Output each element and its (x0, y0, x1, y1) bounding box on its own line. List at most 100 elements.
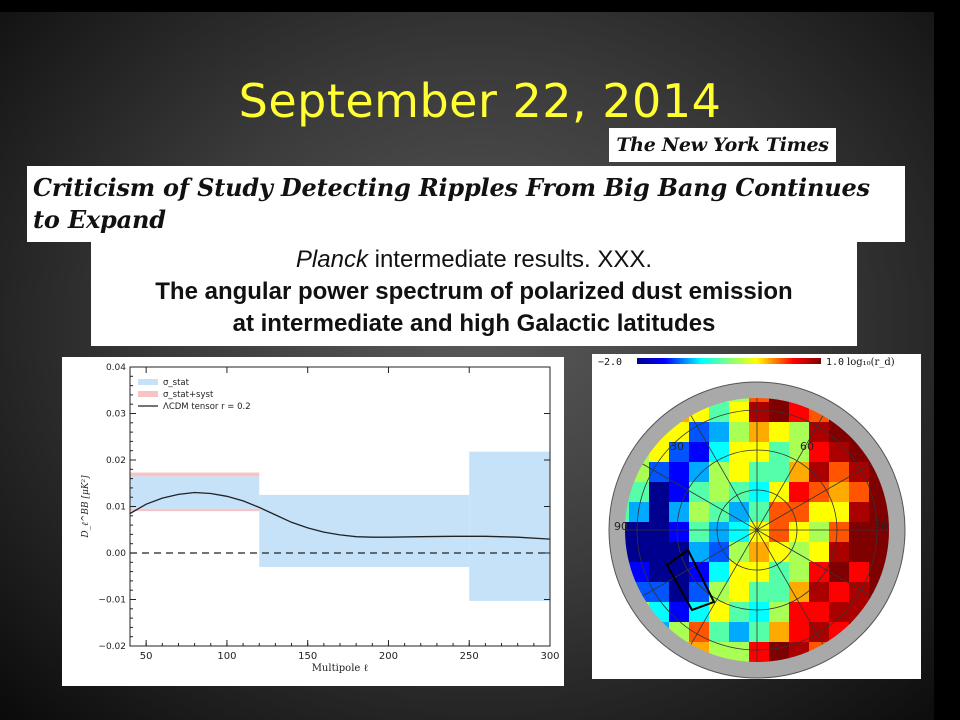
map-pixel (829, 442, 849, 462)
map-pixel (849, 542, 869, 562)
map-pixel (649, 398, 669, 402)
map-pixel (789, 562, 809, 582)
map-pixel (769, 522, 789, 542)
map-pixel (789, 582, 809, 602)
map-pixel (629, 522, 649, 542)
map-pixel (749, 398, 769, 402)
map-pixel (889, 602, 909, 622)
map-pixel (829, 602, 849, 622)
paper-line-3: at intermediate and high Galactic latitu… (232, 310, 716, 337)
map-pixel (829, 398, 849, 402)
map-pixel (889, 622, 909, 642)
map-pixel (849, 502, 869, 522)
map-pixel (689, 602, 709, 622)
map-pixel (689, 442, 709, 462)
colorbar-max: 1.0 (826, 357, 844, 368)
map-pixel (625, 542, 629, 562)
map-pixel (789, 402, 809, 422)
map-pixel (889, 422, 909, 442)
map-pixel (849, 662, 869, 679)
map-pixel (689, 482, 709, 502)
map-pixel (769, 562, 789, 582)
x-tick-label-2: 150 (298, 651, 317, 662)
paper-title-box: Planck intermediate results. XXX. The an… (91, 238, 857, 346)
map-pixel (749, 502, 769, 522)
map-pixel (649, 482, 669, 502)
map-pixel (649, 562, 669, 582)
map-pixel (809, 422, 829, 442)
map-pixel (709, 622, 729, 642)
map-pixel (829, 662, 849, 679)
map-pixel (829, 582, 849, 602)
nyt-logo: The New York Times (609, 128, 836, 162)
map-pixel (629, 398, 649, 402)
map-pixel (769, 622, 789, 642)
y-tick-label-2: 0.00 (106, 549, 126, 559)
colorbar-label: log₁₀(r_d) (847, 357, 895, 368)
map-pixel (749, 402, 769, 422)
map-pixel (889, 402, 909, 422)
map-pixel (849, 398, 869, 402)
map-pixel (669, 602, 689, 622)
map-pixel (649, 462, 669, 482)
map-pixel (749, 642, 769, 662)
y-tick-label-6: 0.04 (106, 363, 126, 373)
map-pixel (829, 502, 849, 522)
map-pixel (609, 662, 629, 679)
map-pixel (829, 562, 849, 582)
map-pixel (625, 442, 629, 462)
y-tick-label-4: 0.02 (106, 456, 126, 466)
sky-map-panel: −2.0 1.0 log₁₀(r_d) 60 30 30 90 (592, 354, 921, 679)
map-pixel (629, 482, 649, 502)
map-pixel (689, 542, 709, 562)
legend-swatch-0 (138, 379, 158, 385)
map-pixel (729, 522, 749, 542)
nyt-logo-text: The New York Times (616, 134, 829, 156)
x-tick-label-1: 100 (217, 651, 236, 662)
map-pixel (769, 582, 789, 602)
map-pixel (869, 662, 889, 679)
map-pixel (625, 642, 629, 662)
y-tick-label-5: 0.03 (106, 410, 126, 420)
map-pixel (625, 402, 629, 422)
map-pixel (709, 562, 729, 582)
map-pixel (729, 502, 749, 522)
map-pixel (789, 622, 809, 642)
map-pixel (849, 462, 869, 482)
top-border (0, 0, 960, 12)
map-pixel (669, 398, 689, 402)
map-pixel (625, 602, 629, 622)
x-axis-label: Multipole ℓ (312, 663, 369, 674)
legend-swatch-1 (138, 391, 158, 397)
bicep-field-outline (665, 548, 716, 612)
colorbar (637, 358, 821, 364)
map-pixel (809, 602, 829, 622)
map-pixel (709, 462, 729, 482)
x-tick-label-5: 300 (540, 651, 559, 662)
legend-label-1: σ_stat+syst (163, 390, 214, 400)
map-pixel (849, 562, 869, 582)
map-pixel (809, 522, 829, 542)
map-label-2: 30 (874, 520, 888, 533)
map-pixel (749, 482, 769, 502)
map-pixel (769, 502, 789, 522)
map-pixel (729, 562, 749, 582)
map-pixel (829, 482, 849, 502)
power-spectrum-chart: 50 100 150 200 250 300 −0.02 −0.01 0.00 0.01 0.02 0… (62, 357, 564, 686)
map-pixel (749, 542, 769, 562)
map-pixel (709, 602, 729, 622)
map-pixel (709, 482, 729, 502)
map-pixel (749, 622, 769, 642)
map-pixel (789, 422, 809, 442)
map-pixel (629, 502, 649, 522)
map-pixel (649, 522, 669, 542)
map-pixel (729, 542, 749, 562)
map-pixel (769, 422, 789, 442)
map-pixel (669, 442, 689, 462)
map-pixel (729, 622, 749, 642)
map-pixel (869, 402, 889, 422)
map-pixel (789, 482, 809, 502)
graticule-spoke (642, 463, 872, 597)
map-pixel (749, 422, 769, 442)
map-pixel (729, 602, 749, 622)
